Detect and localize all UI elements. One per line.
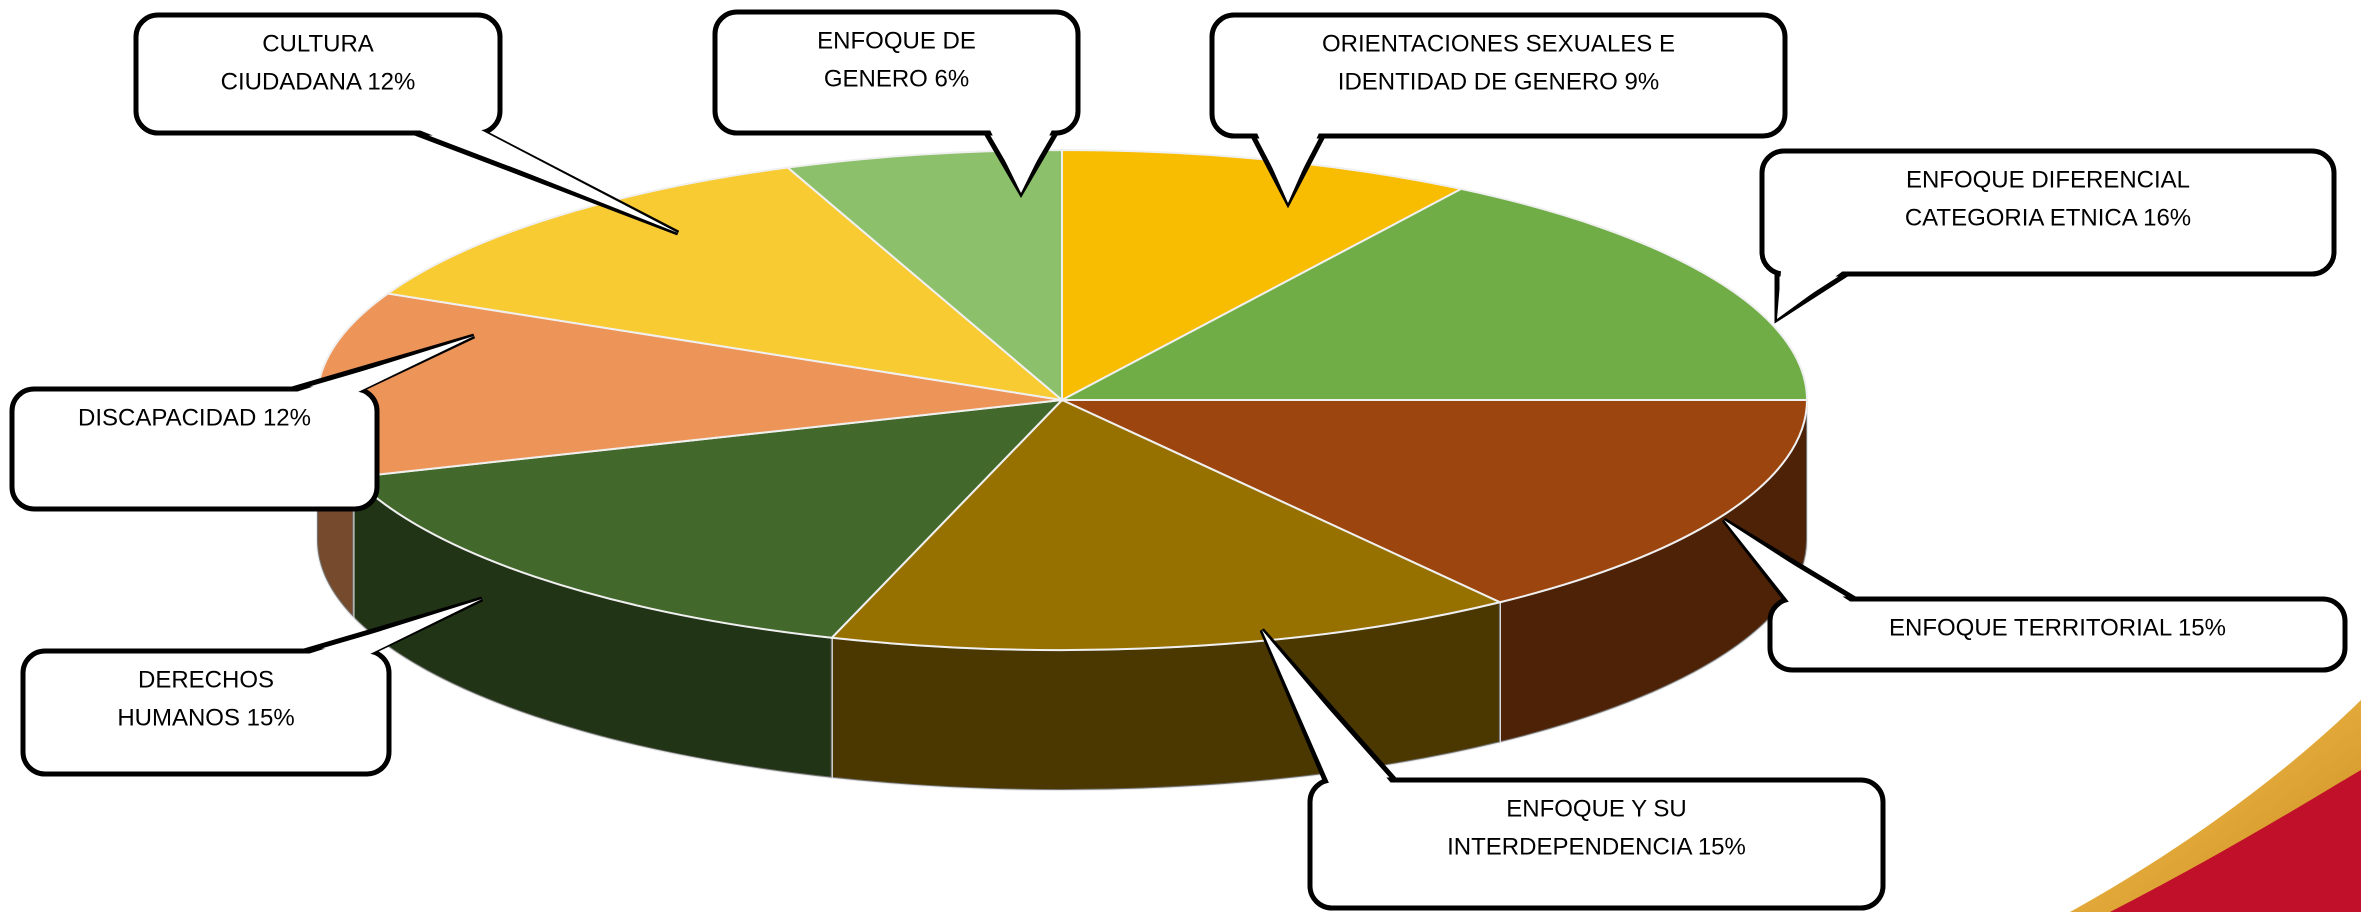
decor-swoosh-red — [2110, 770, 2361, 912]
callout-pointer-fill — [308, 599, 482, 654]
callout-pointer-fill — [1257, 133, 1319, 203]
callout-label: ENFOQUE DE — [817, 27, 976, 54]
callout-label: DISCAPACIDAD 12% — [78, 404, 311, 431]
slice-side-shade — [1499, 400, 1807, 743]
pie-tops — [316, 148, 1809, 651]
callouts: ORIENTACIONES SEXUALES E IDENTIDAD DE GEN… — [9, 9, 2348, 911]
callout-label: INTERDEPENDENCIA 15% — [1447, 833, 1746, 860]
callout-pointer-fill — [419, 130, 678, 233]
callout-label: CATEGORIA ETNICA 16% — [1905, 204, 2191, 231]
callout-pointer-fill — [1777, 271, 1843, 319]
slice — [351, 398, 1065, 639]
slice — [829, 398, 1503, 651]
callout-pointer-fill — [1262, 630, 1391, 783]
callout-pointer — [414, 130, 680, 236]
callout-label: CIUDADANA 12% — [221, 68, 416, 95]
slice — [1061, 187, 1809, 401]
callout-box — [1209, 12, 1788, 139]
callout-label: IDENTIDAD DE GENERO 9% — [1338, 68, 1659, 95]
slice-side-shade — [353, 477, 832, 778]
callout-box — [133, 12, 503, 136]
callout-pointer-fill — [1724, 520, 1851, 602]
callout-box — [20, 648, 392, 777]
callout-label: ENFOQUE TERRITORIAL 15% — [1889, 614, 2226, 641]
callout-label: ORIENTACIONES SEXUALES E — [1322, 30, 1675, 57]
callout-box — [1759, 148, 2337, 277]
callout-label: HUMANOS 15% — [117, 704, 294, 731]
callout-pointer-fill — [990, 130, 1052, 193]
callout-pointer-fill — [296, 336, 474, 392]
callout-box — [712, 9, 1081, 136]
callout-label: ENFOQUE DIFERENCIAL — [1906, 166, 2190, 193]
callout-label: CULTURA — [262, 30, 374, 57]
callout-label: ENFOQUE Y SU — [1506, 795, 1687, 822]
callout-label: GENERO 6% — [824, 65, 969, 92]
callout-box — [9, 386, 380, 512]
slice — [385, 166, 1066, 402]
callout-box — [1307, 777, 1886, 911]
callout-label: DERECHOS — [138, 666, 274, 693]
callout-box — [1767, 596, 2348, 673]
slice — [1061, 399, 1809, 604]
